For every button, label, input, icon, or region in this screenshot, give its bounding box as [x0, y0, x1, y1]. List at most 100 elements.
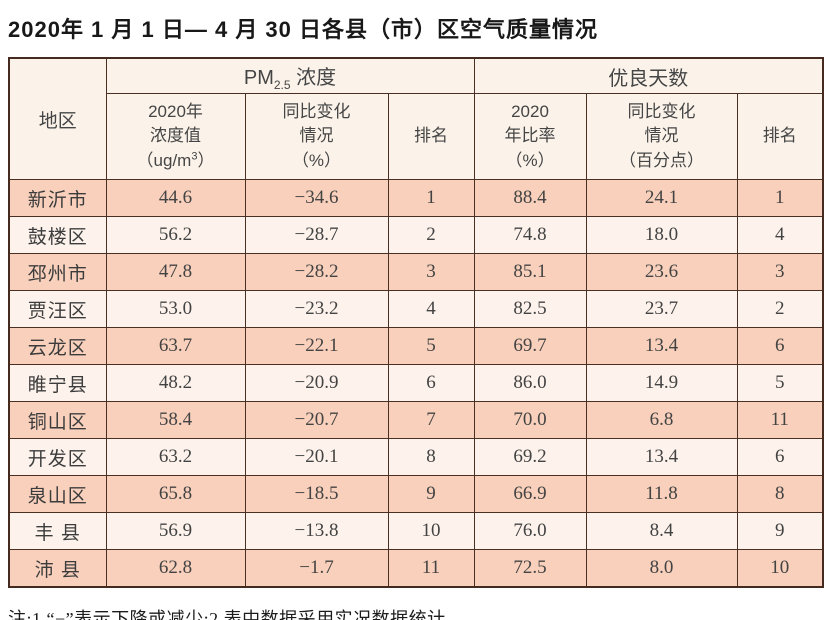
good-rate-cell: 85.1 — [473, 253, 587, 291]
good-rank-cell: 4 — [736, 216, 824, 254]
pm-value-cell: 48.2 — [105, 364, 246, 402]
good-rank-cell: 2 — [736, 290, 824, 328]
footnote: 注:1.“−”表示下降或减少;2.表中数据采用实况数据统计。 — [8, 609, 465, 620]
good-rank-cell: 3 — [736, 253, 824, 291]
pm-value-cell: 53.0 — [105, 290, 246, 328]
pm-change-cell: −22.1 — [244, 327, 389, 365]
pm-change-cell: −13.8 — [244, 512, 389, 550]
pm-rank-cell: 2 — [387, 216, 475, 254]
header-good-rank: 排名 — [736, 93, 824, 180]
table-row: 新沂市 44.6 −34.6 1 88.4 24.1 1 — [8, 179, 824, 217]
good-change-cell: 13.4 — [585, 438, 738, 476]
good-rate-cell: 69.7 — [473, 327, 587, 365]
good-rank-cell: 9 — [736, 512, 824, 550]
table-row: 贾汪区 53.0 −23.2 4 82.5 23.7 2 — [8, 290, 824, 328]
pm-value-cell: 62.8 — [105, 549, 246, 588]
pm-change-cell: −20.9 — [244, 364, 389, 402]
header-pm-change-line3: （%） — [291, 150, 342, 170]
region-cell: 新沂市 — [8, 179, 107, 217]
good-rate-cell: 86.0 — [473, 364, 587, 402]
table-row: 铜山区 58.4 −20.7 7 70.0 6.8 11 — [8, 401, 824, 439]
pm-value-cell: 56.9 — [105, 512, 246, 550]
table-row: 睢宁县 48.2 −20.9 6 86.0 14.9 5 — [8, 364, 824, 402]
header-pm-value-line2: 浓度值 — [150, 126, 201, 146]
good-rate-cell: 74.8 — [473, 216, 587, 254]
good-rank-cell: 6 — [736, 438, 824, 476]
pm-value-cell: 65.8 — [105, 475, 246, 513]
pm-value-cell: 47.8 — [105, 253, 246, 291]
pm25-label-prefix: PM — [243, 66, 274, 89]
table-header: 地区 PM2.5 浓度 优良天数 2020年 浓度值 （ug/m3） 同比变化 … — [8, 57, 824, 180]
region-cell: 鼓楼区 — [8, 216, 107, 254]
header-group-pm25: PM2.5 浓度 — [105, 57, 475, 94]
good-change-cell: 6.8 — [585, 401, 738, 439]
pm-rank-cell: 7 — [387, 401, 475, 439]
good-rate-cell: 72.5 — [473, 549, 587, 588]
header-pm-value-unit-sup: 3 — [191, 149, 198, 162]
pm-rank-cell: 11 — [387, 549, 475, 588]
good-rate-cell: 82.5 — [473, 290, 587, 328]
table-row: 鼓楼区 56.2 −28.7 2 74.8 18.0 4 — [8, 216, 824, 254]
header-pm-value: 2020年 浓度值 （ug/m3） — [105, 93, 246, 180]
region-cell: 沛 县 — [8, 549, 107, 588]
pm-value-cell: 58.4 — [105, 401, 246, 439]
good-rate-cell: 69.2 — [473, 438, 587, 476]
pm-change-cell: −1.7 — [244, 549, 389, 588]
pm-rank-cell: 9 — [387, 475, 475, 513]
good-rate-cell: 88.4 — [473, 179, 587, 217]
pm-change-cell: −28.2 — [244, 253, 389, 291]
good-rank-cell: 6 — [736, 327, 824, 365]
pm-change-cell: −20.1 — [244, 438, 389, 476]
region-cell: 泉山区 — [8, 475, 107, 513]
header-pm-value-unit-close: ） — [197, 150, 215, 170]
header-good-rate-line1: 2020 — [511, 102, 549, 122]
table-row: 沛 县 62.8 −1.7 11 72.5 8.0 10 — [8, 549, 824, 588]
pm25-label-suffix: 浓度 — [290, 66, 337, 89]
header-pm-value-unit: （ug/m — [136, 150, 192, 170]
header-region: 地区 — [8, 57, 107, 180]
header-good-rate: 2020 年比率 （%） — [473, 93, 587, 180]
air-quality-table: 地区 PM2.5 浓度 优良天数 2020年 浓度值 （ug/m3） 同比变化 … — [8, 57, 825, 588]
pm-rank-cell: 6 — [387, 364, 475, 402]
header-pm-change-line2: 情况 — [299, 126, 334, 146]
table-row: 开发区 63.2 −20.1 8 69.2 13.4 6 — [8, 438, 824, 476]
header-pm-value-line1: 2020年 — [148, 102, 203, 122]
good-rate-cell: 70.0 — [473, 401, 587, 439]
table-body: 新沂市 44.6 −34.6 1 88.4 24.1 1 鼓楼区 56.2 −2… — [8, 179, 824, 588]
pm-change-cell: −20.7 — [244, 401, 389, 439]
region-cell: 铜山区 — [8, 401, 107, 439]
good-change-cell: 8.4 — [585, 512, 738, 550]
sub-header-row: 2020年 浓度值 （ug/m3） 同比变化 情况 （%） 排名 2020 年比… — [9, 93, 824, 180]
good-change-cell: 23.6 — [585, 253, 738, 291]
pm-rank-cell: 3 — [387, 253, 475, 291]
region-cell: 邳州市 — [8, 253, 107, 291]
pm-change-cell: −23.2 — [244, 290, 389, 328]
region-cell: 开发区 — [8, 438, 107, 476]
header-good-change: 同比变化 情况 （百分点） — [585, 93, 738, 180]
pm-change-cell: −34.6 — [244, 179, 389, 217]
region-cell: 睢宁县 — [8, 364, 107, 402]
good-change-cell: 11.8 — [585, 475, 738, 513]
pm-rank-cell: 10 — [387, 512, 475, 550]
pm25-label-subscript: 2.5 — [273, 77, 291, 92]
pm-change-cell: −28.7 — [244, 216, 389, 254]
group-header-row: 地区 PM2.5 浓度 优良天数 — [8, 57, 824, 180]
region-cell: 云龙区 — [8, 327, 107, 365]
good-change-cell: 23.7 — [585, 290, 738, 328]
pm-rank-cell: 4 — [387, 290, 475, 328]
table-row: 泉山区 65.8 −18.5 9 66.9 11.8 8 — [8, 475, 824, 513]
header-pm-rank: 排名 — [387, 93, 475, 180]
header-good-rate-line2: 年比率 — [504, 126, 556, 146]
table-row: 云龙区 63.7 −22.1 5 69.7 13.4 6 — [8, 327, 824, 365]
good-change-cell: 14.9 — [585, 364, 738, 402]
pm-rank-cell: 8 — [387, 438, 475, 476]
pm-value-cell: 56.2 — [105, 216, 246, 254]
pm-value-cell: 63.2 — [105, 438, 246, 476]
pm-value-cell: 63.7 — [105, 327, 246, 365]
good-rate-cell: 76.0 — [473, 512, 587, 550]
header-pm-change: 同比变化 情况 （%） — [244, 93, 389, 180]
header-good-rate-line3: （%） — [505, 150, 555, 170]
pm-rank-cell: 5 — [387, 327, 475, 365]
header-good-change-line1: 同比变化 — [627, 102, 696, 122]
